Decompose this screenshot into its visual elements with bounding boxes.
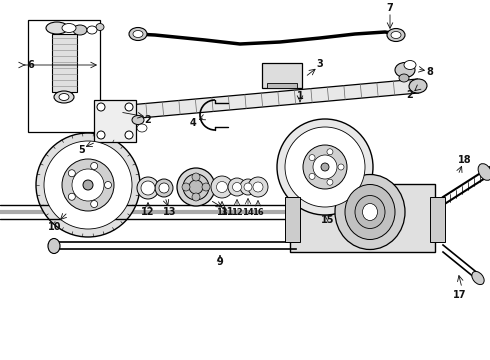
Ellipse shape	[192, 173, 200, 181]
Ellipse shape	[228, 178, 246, 196]
Ellipse shape	[109, 106, 127, 120]
Ellipse shape	[97, 103, 105, 111]
Ellipse shape	[472, 271, 484, 285]
Text: 4: 4	[190, 118, 196, 128]
Bar	[430, 197, 445, 242]
Text: 2: 2	[407, 90, 414, 100]
Ellipse shape	[321, 163, 329, 171]
Ellipse shape	[327, 179, 333, 185]
Ellipse shape	[355, 195, 385, 229]
Ellipse shape	[189, 180, 203, 194]
Bar	[285, 197, 300, 242]
Ellipse shape	[54, 91, 74, 103]
Ellipse shape	[59, 94, 69, 100]
Ellipse shape	[391, 32, 401, 39]
Ellipse shape	[36, 133, 140, 237]
Ellipse shape	[72, 169, 104, 201]
Ellipse shape	[137, 177, 159, 199]
Ellipse shape	[125, 131, 133, 139]
Ellipse shape	[253, 182, 263, 192]
Ellipse shape	[327, 149, 333, 155]
Ellipse shape	[244, 183, 252, 191]
Text: 9: 9	[217, 257, 223, 267]
Text: 10: 10	[48, 222, 62, 232]
Ellipse shape	[248, 177, 268, 197]
Text: 13: 13	[216, 207, 228, 216]
Ellipse shape	[73, 25, 87, 35]
Ellipse shape	[46, 22, 68, 34]
Ellipse shape	[399, 74, 409, 82]
Ellipse shape	[125, 103, 133, 111]
Text: 5: 5	[78, 145, 85, 155]
Ellipse shape	[177, 168, 215, 206]
Ellipse shape	[285, 127, 365, 207]
Bar	[28, 20, 100, 132]
Ellipse shape	[159, 183, 169, 193]
Ellipse shape	[404, 60, 416, 69]
Ellipse shape	[335, 175, 405, 249]
Ellipse shape	[309, 154, 315, 161]
Text: 13: 13	[163, 207, 177, 217]
Ellipse shape	[409, 79, 427, 93]
Ellipse shape	[303, 145, 347, 189]
Text: 15: 15	[321, 215, 335, 225]
Text: 16: 16	[252, 207, 264, 216]
Text: 1: 1	[296, 91, 303, 101]
Ellipse shape	[395, 63, 415, 77]
Ellipse shape	[217, 181, 227, 193]
Ellipse shape	[141, 181, 155, 195]
Text: 12: 12	[231, 207, 243, 216]
Ellipse shape	[182, 183, 190, 191]
Ellipse shape	[240, 179, 256, 195]
Ellipse shape	[232, 183, 242, 192]
Text: 3: 3	[317, 59, 323, 69]
Ellipse shape	[202, 183, 210, 191]
Ellipse shape	[96, 23, 104, 31]
Text: 14: 14	[242, 207, 254, 216]
Ellipse shape	[387, 28, 405, 41]
Ellipse shape	[97, 131, 105, 139]
Ellipse shape	[211, 176, 233, 198]
Ellipse shape	[91, 162, 98, 170]
Ellipse shape	[44, 141, 132, 229]
Ellipse shape	[83, 180, 93, 190]
Text: 12: 12	[141, 207, 155, 217]
Ellipse shape	[478, 164, 490, 180]
Ellipse shape	[132, 116, 144, 125]
Ellipse shape	[133, 31, 143, 37]
Ellipse shape	[313, 155, 337, 179]
Text: 7: 7	[387, 3, 393, 13]
Ellipse shape	[277, 119, 373, 215]
Text: 6: 6	[27, 60, 34, 70]
Bar	[52, 34, 77, 92]
Bar	[94, 100, 136, 142]
Ellipse shape	[87, 26, 97, 34]
Ellipse shape	[363, 203, 377, 220]
Ellipse shape	[309, 174, 315, 179]
Ellipse shape	[192, 193, 200, 201]
Polygon shape	[118, 79, 418, 120]
Bar	[290, 184, 435, 252]
Bar	[267, 83, 297, 88]
Ellipse shape	[68, 170, 75, 177]
Ellipse shape	[137, 124, 147, 132]
Ellipse shape	[155, 179, 173, 197]
Ellipse shape	[91, 201, 98, 207]
Ellipse shape	[129, 27, 147, 41]
Ellipse shape	[48, 239, 60, 253]
Text: 8: 8	[427, 67, 434, 77]
Ellipse shape	[183, 174, 209, 200]
Bar	[262, 63, 302, 88]
Text: 18: 18	[458, 155, 472, 165]
Ellipse shape	[104, 181, 112, 189]
Ellipse shape	[338, 164, 344, 170]
Ellipse shape	[345, 185, 395, 239]
Ellipse shape	[62, 159, 114, 211]
Text: 11: 11	[221, 207, 235, 217]
Text: 17: 17	[453, 290, 467, 300]
Ellipse shape	[68, 193, 75, 200]
Text: 2: 2	[145, 115, 151, 125]
Ellipse shape	[62, 23, 76, 32]
